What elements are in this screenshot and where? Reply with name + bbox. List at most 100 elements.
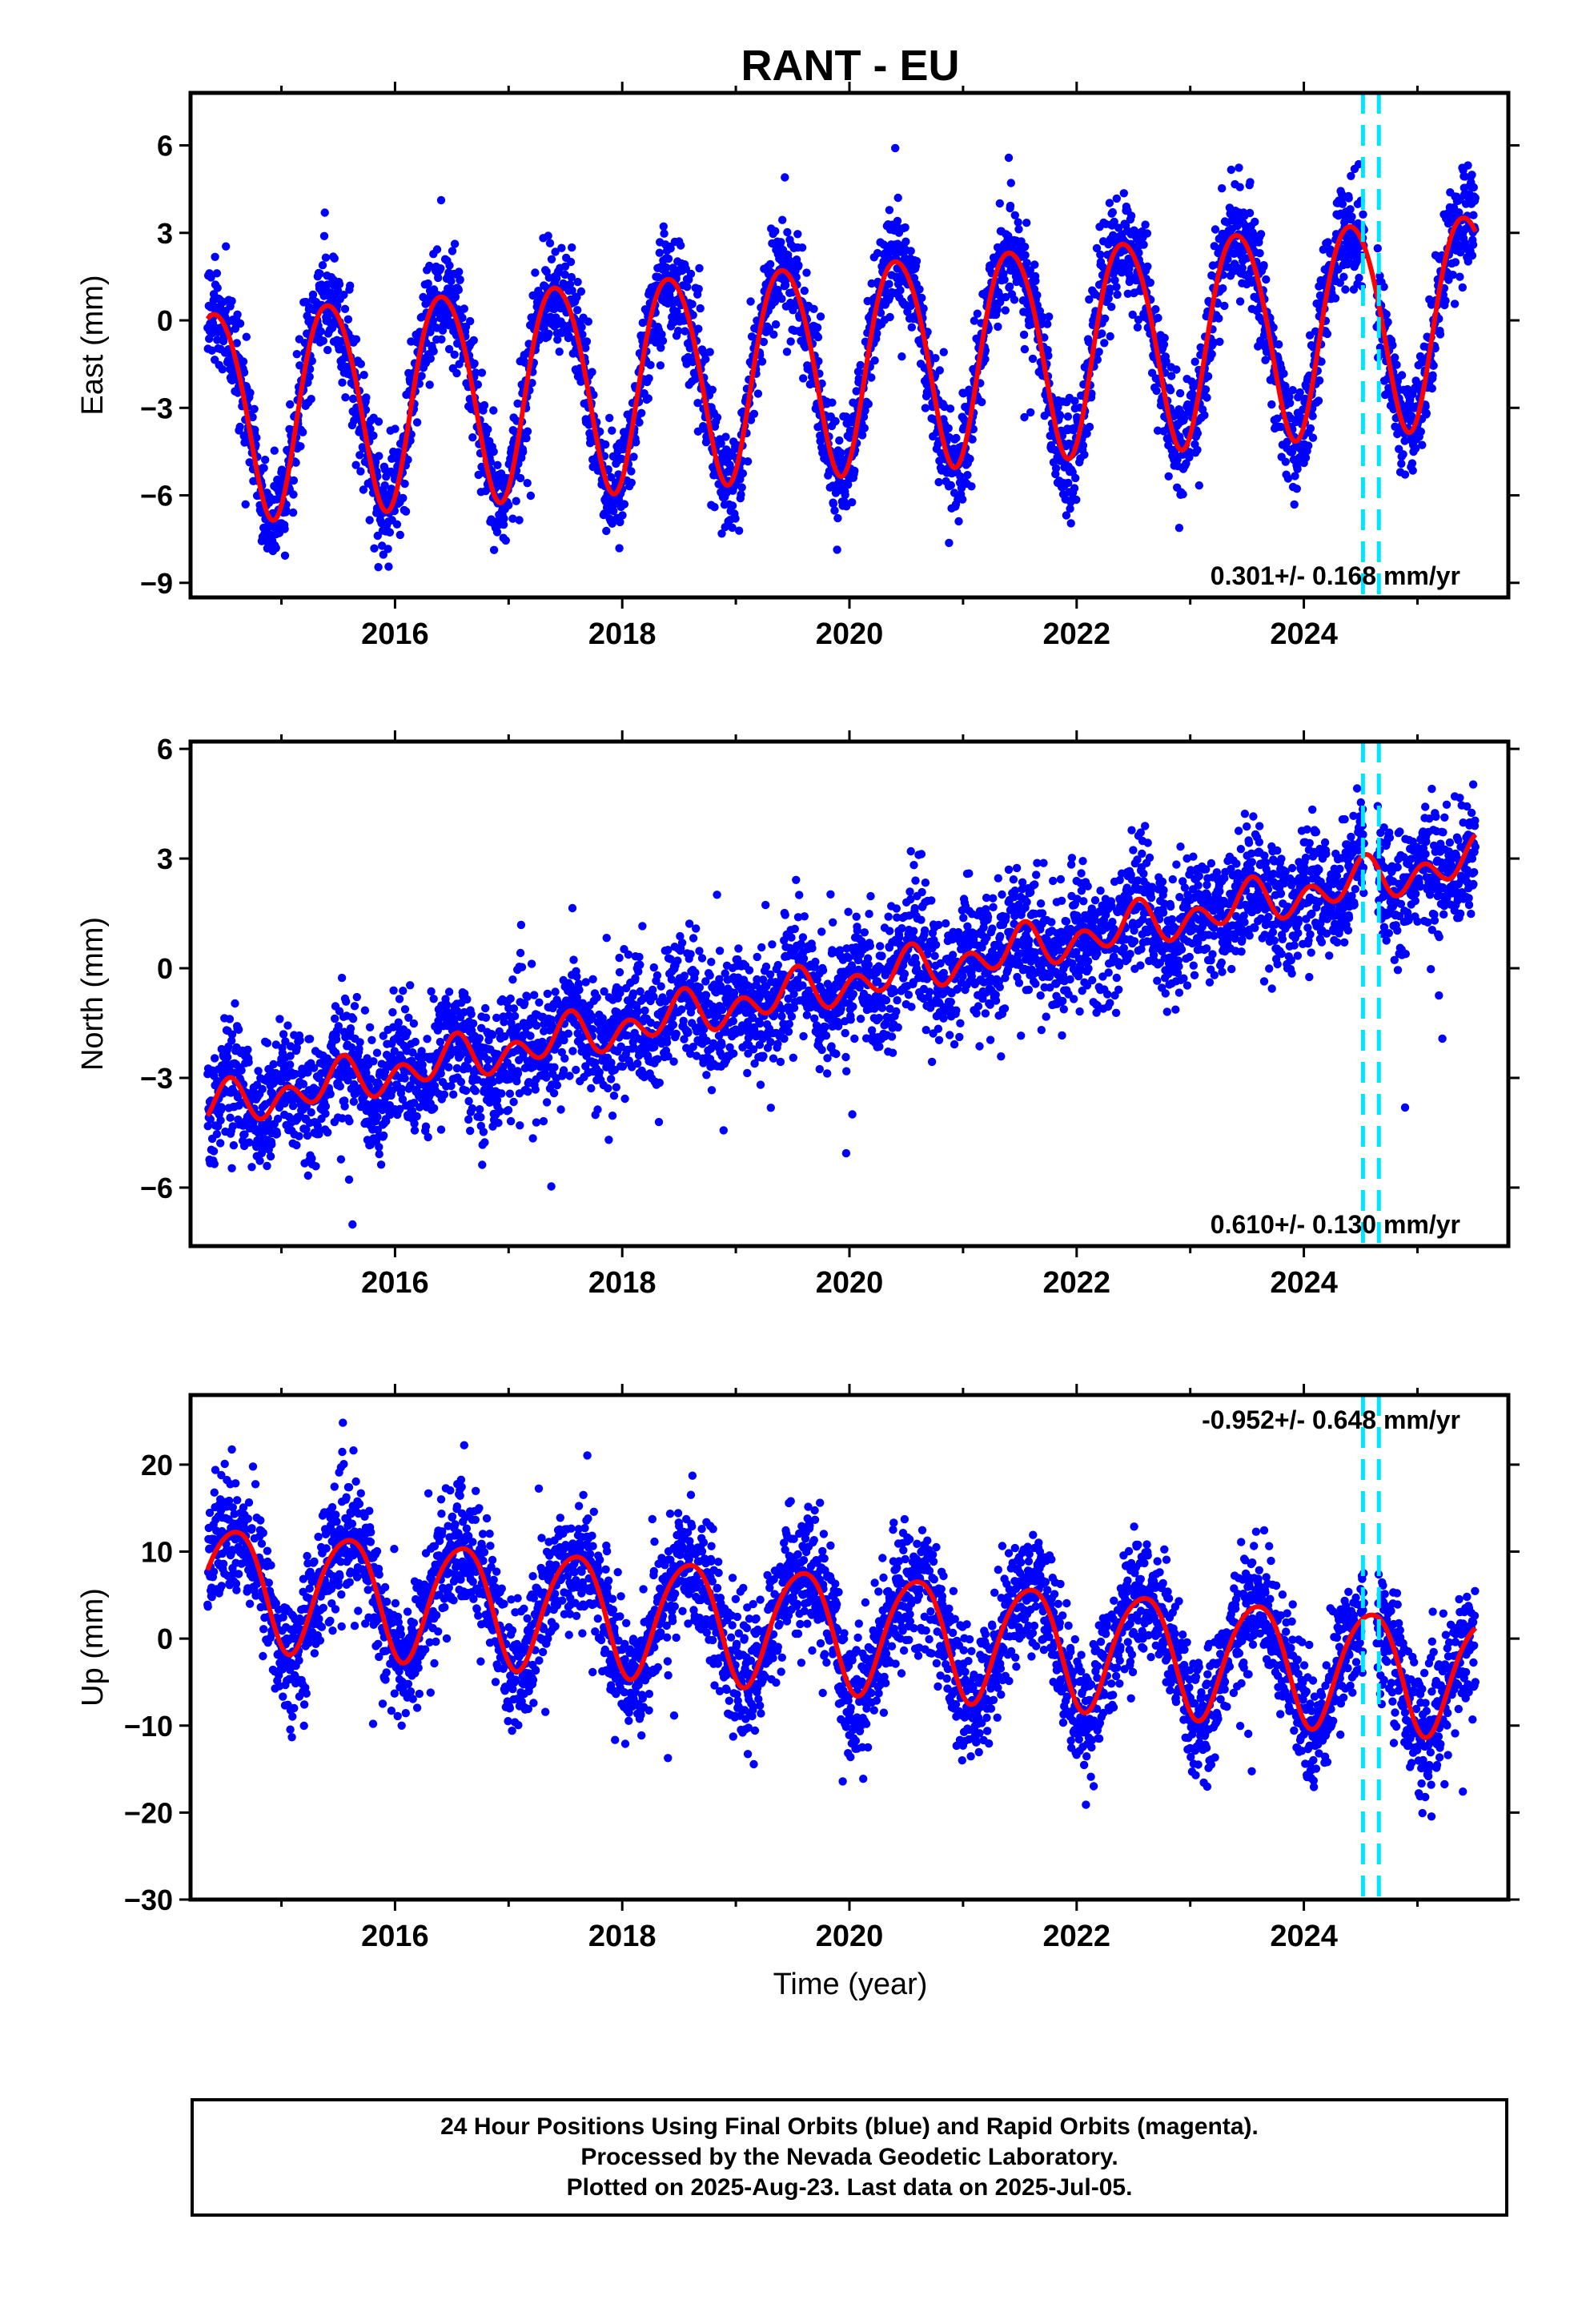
data-point [555, 348, 564, 356]
data-point [848, 498, 857, 507]
data-point [973, 309, 982, 318]
data-point [226, 1113, 235, 1122]
data-point [477, 368, 487, 377]
data-point [323, 345, 332, 355]
data-point [280, 525, 289, 533]
data-point [489, 406, 498, 415]
data-point [311, 1162, 320, 1171]
data-point [399, 493, 408, 503]
data-point [912, 256, 921, 266]
data-point [400, 1074, 409, 1083]
data-point [217, 1103, 226, 1112]
data-point [275, 1015, 284, 1023]
data-point [245, 458, 254, 467]
data-point [566, 257, 576, 267]
x-tick-label: 2018 [588, 617, 656, 651]
data-point [288, 508, 298, 517]
data-point [1004, 153, 1014, 163]
data-point [1331, 294, 1340, 303]
data-point [809, 304, 818, 313]
data-point [677, 241, 685, 250]
data-point [397, 1084, 406, 1093]
data-point [484, 425, 492, 434]
data-point [885, 312, 894, 322]
data-point [348, 394, 358, 404]
data-point [409, 1019, 419, 1028]
data-point [1281, 457, 1291, 466]
data-point [1451, 258, 1460, 267]
data-point [501, 536, 510, 545]
data-point [336, 1155, 346, 1164]
data-point [207, 273, 215, 282]
data-point [966, 454, 974, 464]
data-point [211, 1054, 219, 1063]
data-point [283, 1021, 292, 1030]
data-point [1112, 283, 1121, 292]
data-point [241, 500, 250, 509]
data-point [901, 237, 910, 246]
data-point [794, 261, 803, 270]
data-point [451, 292, 460, 302]
data-point [227, 296, 236, 306]
data-point [1323, 238, 1332, 247]
data-point [573, 277, 582, 287]
data-point [901, 223, 909, 232]
data-point [1094, 348, 1103, 356]
data-point [489, 545, 499, 554]
data-point [777, 238, 785, 247]
data-point [850, 466, 859, 476]
data-point [737, 483, 746, 492]
data-point [467, 1010, 476, 1019]
y-tick-label: −3 [140, 392, 173, 424]
data-point [335, 1082, 344, 1091]
data-point [893, 193, 902, 203]
data-point [757, 357, 767, 366]
data-point [1006, 282, 1014, 291]
data-point [450, 239, 460, 248]
data-point [833, 545, 841, 554]
data-point [436, 1125, 446, 1134]
data-point [466, 1126, 475, 1136]
data-point [1030, 260, 1039, 269]
data-point [447, 276, 456, 286]
data-point [802, 268, 811, 277]
data-point [1193, 428, 1203, 438]
data-point [695, 263, 704, 273]
y-tick-label: −9 [140, 567, 173, 600]
data-point [1468, 171, 1476, 179]
data-point [464, 1096, 473, 1106]
data-point [830, 506, 839, 515]
data-point [1142, 229, 1152, 238]
data-point [470, 359, 479, 368]
data-point [523, 427, 532, 436]
data-point [412, 418, 422, 427]
data-point [686, 269, 696, 279]
data-point [664, 254, 673, 263]
data-point [432, 245, 442, 254]
data-point [771, 320, 781, 329]
data-point [1021, 243, 1030, 251]
data-point [519, 448, 528, 456]
data-point [445, 261, 454, 270]
data-point [466, 316, 475, 326]
data-point [1304, 441, 1313, 450]
data-point [896, 286, 905, 295]
data-point [602, 526, 611, 536]
data-point [480, 400, 489, 410]
data-point [348, 1015, 358, 1023]
data-point [1215, 337, 1224, 346]
data-point [291, 458, 300, 467]
data-point [1193, 445, 1202, 454]
data-point [659, 222, 668, 231]
data-point [1072, 495, 1081, 505]
data-point [605, 413, 614, 423]
data-point [270, 446, 279, 455]
data-point [870, 356, 879, 365]
data-point [833, 513, 842, 523]
data-point [1314, 396, 1323, 405]
data-point [469, 336, 478, 345]
data-point [1000, 275, 1009, 284]
data-point [1203, 372, 1213, 381]
data-point [1191, 357, 1199, 366]
